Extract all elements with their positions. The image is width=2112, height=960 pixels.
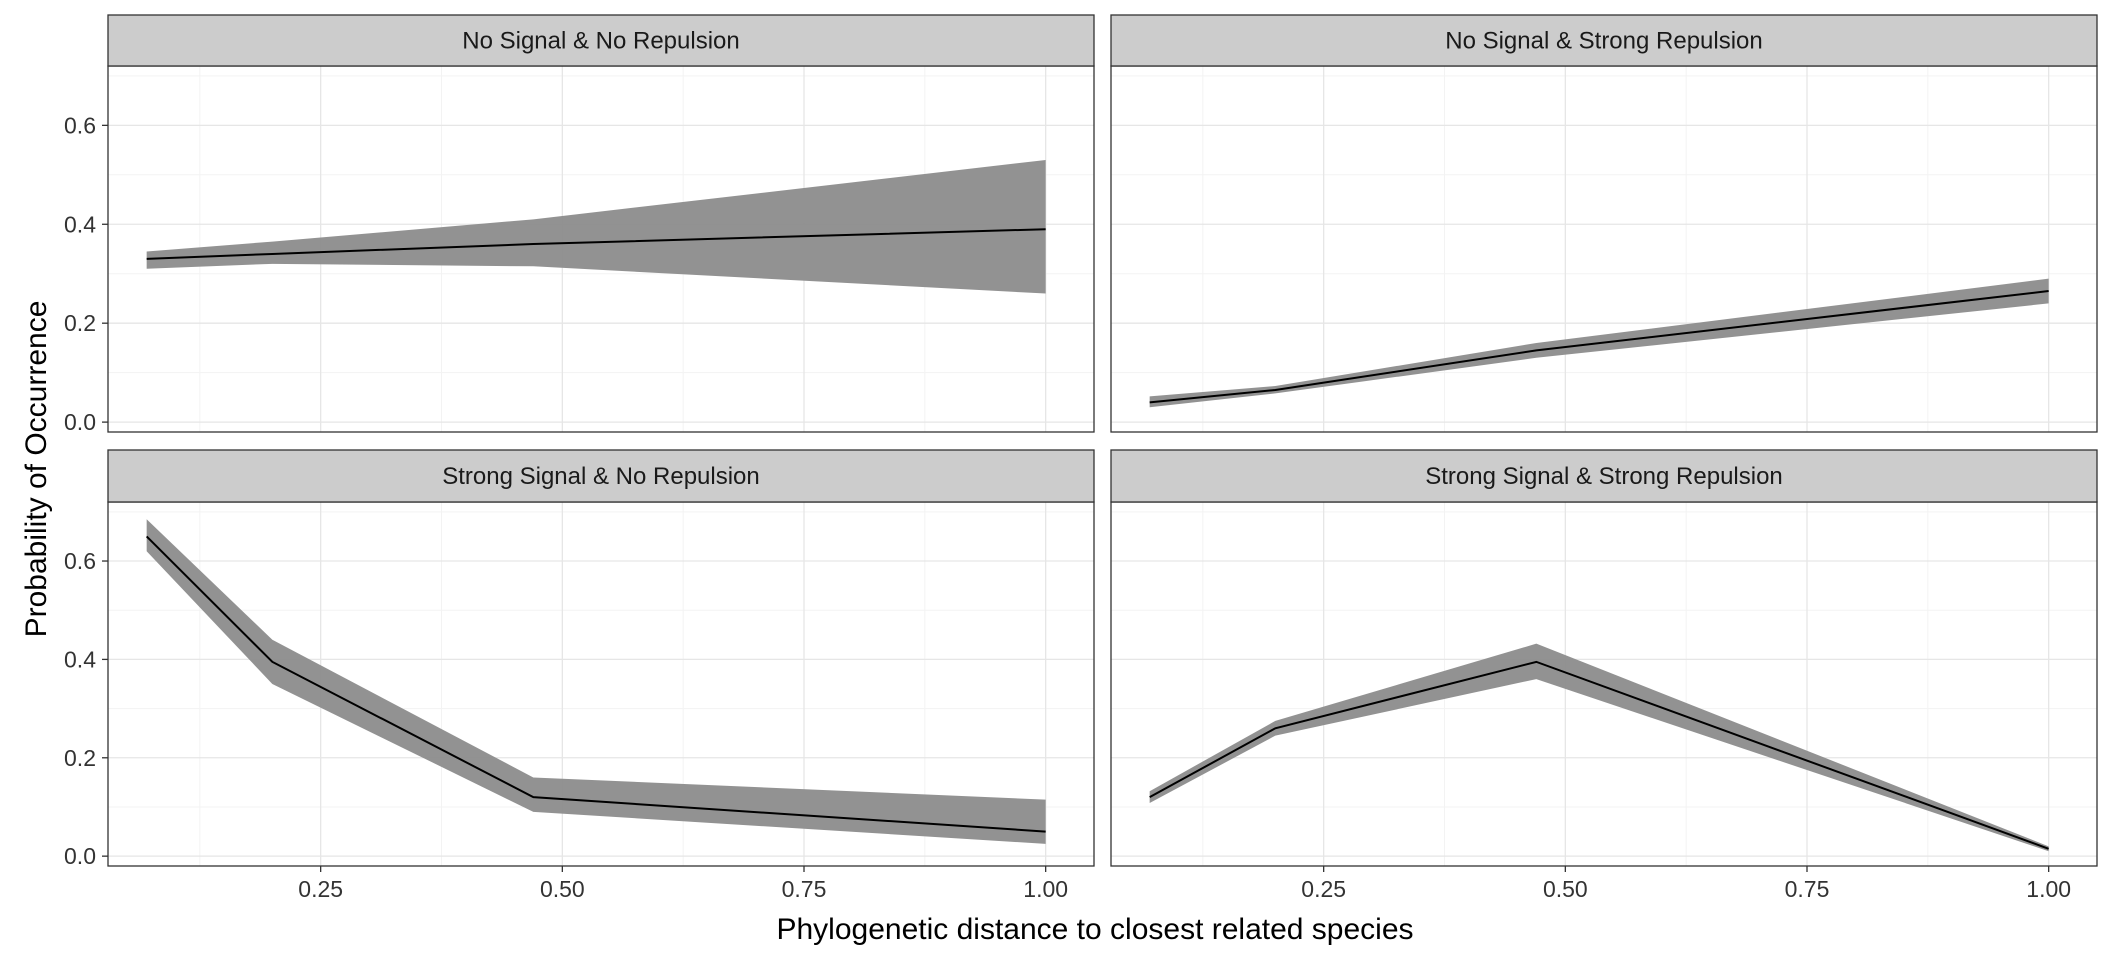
mean-line	[145, 535, 1046, 833]
strip-title: No Signal & Strong Repulsion	[1445, 28, 1763, 55]
y-tick-label: 0.6	[64, 112, 96, 138]
y-tick-label: 0.4	[64, 211, 96, 237]
panel-2: No Signal & Strong Repulsion	[1110, 14, 2098, 433]
confidence-ribbon	[1149, 643, 2049, 852]
confidence-ribbon	[146, 159, 1046, 294]
x-tick-label: 1.00	[2026, 876, 2071, 902]
y-tick-label: 0.0	[64, 843, 96, 869]
x-tick-label: 0.25	[298, 876, 343, 902]
y-tick-label: 0.4	[64, 646, 96, 672]
strip-background	[1110, 14, 2098, 67]
panel-background	[1111, 66, 2097, 432]
y-tick-label: 0.0	[64, 409, 96, 435]
x-tick-label: 1.00	[1023, 876, 1068, 902]
strip-title: No Signal & No Repulsion	[462, 28, 740, 55]
x-tick-label: 0.75	[782, 876, 827, 902]
panel-1: No Signal & No Repulsion 0.0 0.2 0.4 0.6	[64, 14, 1095, 435]
x-axis-title: Phylogenetic distance to closest related…	[776, 913, 1413, 946]
x-tick-label: 0.50	[540, 876, 585, 902]
y-axis-title: Probability of Occurrence	[20, 301, 53, 638]
strip-background	[1110, 449, 2098, 503]
x-tick-label: 0.25	[1301, 876, 1346, 902]
x-tick-label: 0.75	[1785, 876, 1830, 902]
panel-3: Strong Signal & No Repulsion 0.0 0.2 0.4 0.6…	[64, 449, 1095, 902]
strip-title: Strong Signal & No Repulsion	[442, 463, 760, 490]
mean-line	[146, 228, 1046, 260]
mean-line	[1149, 290, 2049, 404]
strip-background	[107, 14, 1095, 67]
y-tick-label: 0.6	[64, 548, 96, 574]
confidence-ribbon	[146, 519, 1046, 844]
panel-4: Strong Signal & Strong Repulsion 0.25 0.50…	[1110, 449, 2098, 902]
strip-background	[107, 449, 1095, 503]
y-tick-label: 0.2	[64, 745, 96, 771]
x-tick-label: 0.50	[1543, 876, 1588, 902]
y-tick-label: 0.2	[64, 310, 96, 336]
mean-line	[1149, 660, 2050, 850]
strip-title: Strong Signal & Strong Repulsion	[1425, 463, 1783, 490]
